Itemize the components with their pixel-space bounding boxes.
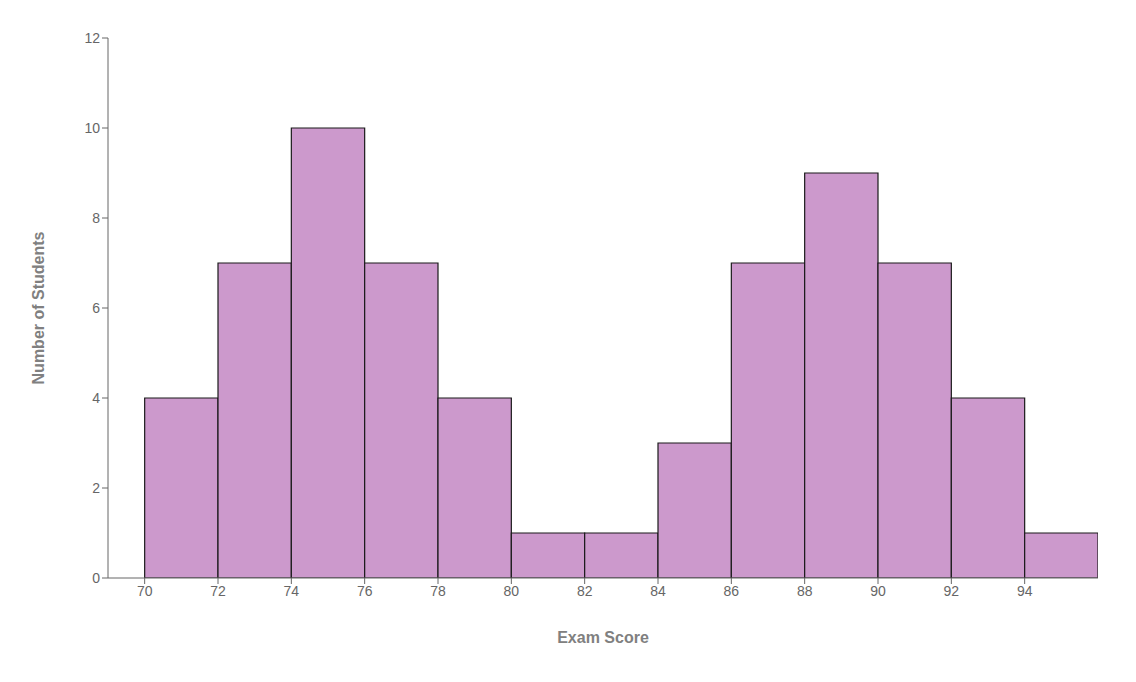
svg-text:6: 6 [92, 300, 100, 316]
svg-text:86: 86 [724, 583, 740, 599]
svg-text:2: 2 [92, 480, 100, 496]
svg-text:90: 90 [870, 583, 886, 599]
svg-text:0: 0 [92, 570, 100, 586]
svg-text:88: 88 [797, 583, 813, 599]
svg-text:70: 70 [137, 583, 153, 599]
svg-text:92: 92 [944, 583, 960, 599]
svg-text:74: 74 [284, 583, 300, 599]
svg-text:8: 8 [92, 210, 100, 226]
svg-text:94: 94 [1017, 583, 1033, 599]
svg-text:80: 80 [504, 583, 520, 599]
svg-text:72: 72 [210, 583, 226, 599]
svg-text:78: 78 [430, 583, 446, 599]
svg-text:84: 84 [650, 583, 666, 599]
svg-text:10: 10 [84, 120, 100, 136]
svg-text:76: 76 [357, 583, 373, 599]
svg-text:Number of Students: Number of Students [30, 231, 47, 384]
svg-text:Exam Score: Exam Score [557, 629, 649, 646]
svg-text:4: 4 [92, 390, 100, 406]
svg-text:12: 12 [84, 30, 100, 46]
svg-text:82: 82 [577, 583, 593, 599]
